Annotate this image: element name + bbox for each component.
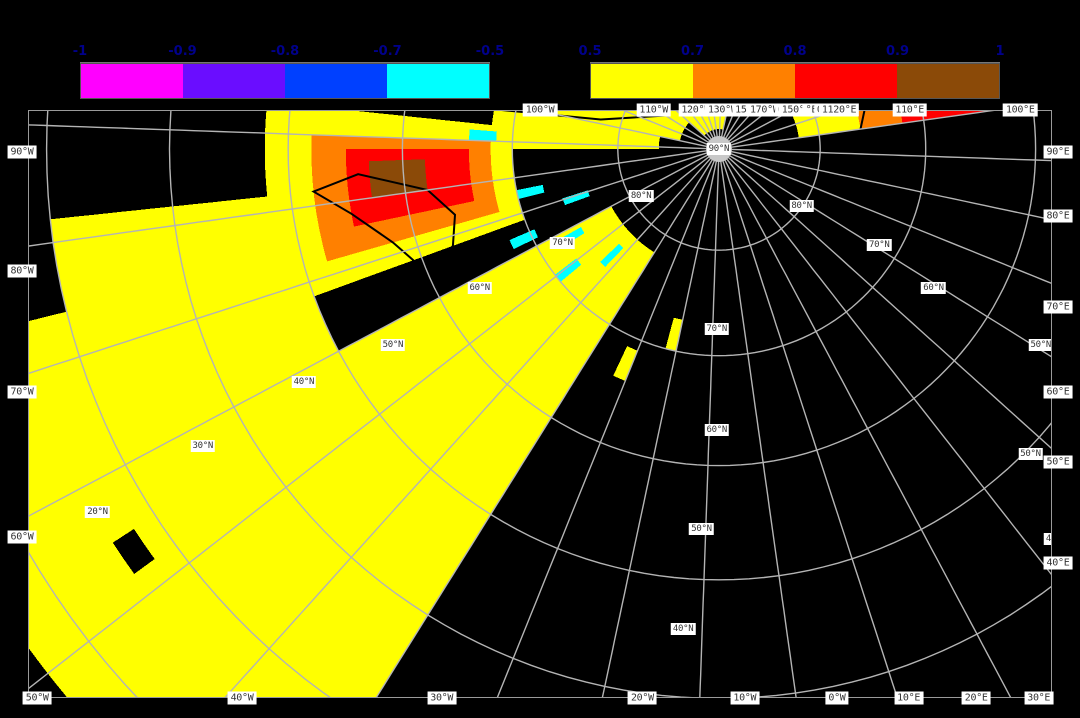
graticule-label-13: 50°N — [689, 522, 714, 535]
positive-correlation-colorbar — [590, 62, 1000, 99]
axis-top-label-0: 100°W — [522, 103, 558, 117]
positive-colorbar-tick-0: 0.5 — [578, 44, 602, 59]
positive-colorbar-segment-1 — [693, 63, 795, 99]
axis-bottom-label-1: 40°W — [227, 691, 257, 705]
negative-colorbar-segment-3 — [387, 63, 490, 99]
graticule-label-15: 40°N — [670, 623, 696, 636]
axis-top-label-2: 120°W — [678, 103, 713, 117]
axis-right-label-2: 70°E — [1043, 300, 1073, 314]
axis-left-label-1: 80°W — [7, 264, 37, 278]
graticule-label-6: 60°N — [921, 281, 946, 294]
negative-correlation-colorbar — [80, 62, 490, 99]
graticule-label-2: 80°N — [789, 199, 814, 212]
graticule-label-8: 50°N — [380, 339, 406, 352]
positive-colorbar-segment-2 — [795, 63, 897, 99]
negative-colorbar-tick-0: -1 — [72, 44, 88, 59]
positive-colorbar-tick-4: 1 — [995, 44, 1005, 59]
axis-bottom-label-3: 20°W — [627, 691, 657, 705]
graticule-label-16: 20°N — [85, 506, 110, 519]
axis-bottom-label-8: 30°E — [1024, 691, 1054, 705]
graticule — [29, 111, 1051, 697]
negative-colorbar-segment-2 — [285, 63, 387, 99]
axis-left-label-3: 60°W — [7, 530, 37, 544]
axis-left-label-2: 70°W — [7, 385, 37, 399]
polar-stereographic-map[interactable]: 90°N 80°N 80°N 70°N 70°N 60°N 60°N 70°N 50°N 50°N… — [28, 110, 1052, 698]
axis-right-label-0: 90°E — [1043, 145, 1073, 159]
graticule-label-10: 60°N — [704, 424, 730, 437]
graticule-label-3: 70°N — [550, 237, 575, 250]
negative-colorbar-segment-0 — [80, 63, 183, 99]
axis-top-label-11: 110°E — [892, 103, 927, 117]
graticule-label-0: 90°N — [706, 143, 732, 156]
graticule-label-5: 60°N — [467, 281, 492, 294]
axis-top-label-5: 170°W — [746, 103, 782, 117]
axis-bottom-label-7: 20°E — [961, 691, 991, 705]
negative-colorbar-tick-2: -0.8 — [270, 44, 300, 59]
graticule-label-11: 40°N — [291, 376, 317, 389]
negative-colorbar-tick-4: -0.5 — [475, 44, 505, 59]
graticule-label-14: 30°N — [190, 440, 215, 453]
axis-right-label-4: 50°E — [1043, 455, 1073, 469]
negative-colorbar-tick-1: -0.9 — [168, 44, 197, 59]
negative-colorbar-ticklabels: -1 -0.9 -0.8 -0.7 -0.5 — [73, 44, 504, 60]
axis-bottom-label-0: 50°W — [22, 691, 52, 705]
axis-right-label-5: 40°E — [1043, 556, 1073, 570]
map-canvas — [29, 111, 1051, 697]
negative-colorbar-tick-3: -0.7 — [373, 44, 402, 59]
axis-right-label-1: 80°E — [1043, 209, 1073, 223]
axis-top-label-10: 1120°E — [818, 103, 860, 117]
graticule-label-4: 70°N — [867, 238, 892, 251]
correlation-field — [29, 111, 990, 697]
axis-left-label-0: 90°W — [7, 145, 37, 159]
graticule-label-7: 70°N — [704, 322, 730, 335]
graticule-label-12: 50°N — [1018, 447, 1043, 460]
positive-colorbar-tick-2: 0.8 — [783, 44, 807, 59]
axis-right-label-3: 60°E — [1043, 385, 1073, 399]
axis-bottom-label-5: 0°W — [825, 691, 849, 705]
positive-colorbar-ticklabels: 0.5 0.7 0.8 0.9 1 — [578, 44, 1004, 60]
graticule-label-17: 40°N — [1043, 532, 1051, 545]
axis-top-label-3: 130°W — [704, 103, 740, 117]
positive-colorbar-segment-3 — [897, 63, 1000, 99]
axis-top-label-12: 100°E — [1002, 103, 1038, 117]
graticule-label-1: 80°N — [628, 189, 654, 202]
negative-colorbar-segment-1 — [183, 63, 285, 99]
positive-colorbar-tick-1: 0.7 — [680, 44, 705, 59]
axis-top-label-1: 110°W — [636, 103, 671, 117]
graticule-label-9: 50°N — [1028, 339, 1052, 352]
axis-bottom-label-4: 10°W — [730, 691, 760, 705]
axis-bottom-label-6: 10°E — [894, 691, 924, 705]
positive-colorbar-segment-0 — [590, 63, 693, 99]
axis-bottom-label-2: 30°W — [427, 691, 457, 705]
positive-colorbar-tick-3: 0.9 — [885, 44, 910, 59]
